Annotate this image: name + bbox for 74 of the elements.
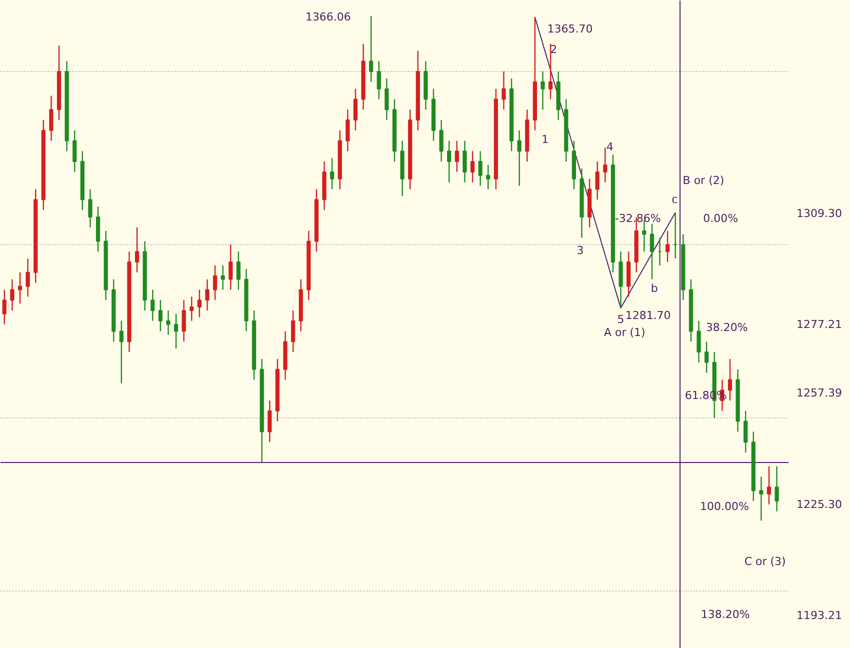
candlestick: [759, 476, 764, 522]
y-tick-label: 1277.21: [796, 318, 842, 332]
annotation: C or (3): [744, 555, 786, 568]
candlestick: [603, 147, 608, 183]
candlestick: [205, 278, 210, 312]
candlestick: [369, 15, 374, 82]
candlestick: [346, 108, 350, 152]
candlestick: [268, 400, 272, 443]
candlestick: [72, 130, 77, 173]
candlestick: [330, 157, 334, 190]
annotation: 138.20%: [700, 608, 750, 622]
candlestick: [10, 278, 14, 312]
annotation: 3: [576, 244, 584, 258]
annotation: 38.20%: [706, 320, 748, 334]
candlestick: [376, 60, 381, 100]
candlestick: [190, 296, 194, 322]
candlestick: [228, 244, 233, 290]
y-tick-label: 1257.39: [796, 386, 842, 400]
candlestick: [353, 88, 358, 131]
candlestick: [182, 299, 186, 342]
candlestick: [650, 223, 654, 280]
y-tick-label: 1309.30: [796, 206, 842, 220]
candlestick: [291, 310, 296, 353]
candlestick: [88, 188, 92, 228]
candlestick: [212, 264, 218, 301]
candlestick: [478, 150, 482, 186]
candlestick: [540, 70, 545, 110]
annotation: 0.00%: [703, 212, 738, 226]
candlestick: [462, 140, 467, 183]
annotation: 1366.06: [305, 10, 351, 24]
annotation: -32.86%: [614, 212, 661, 226]
candlestick: [49, 95, 54, 142]
candlestick: [150, 289, 155, 322]
candlestick: [704, 341, 709, 374]
candlestick: [696, 320, 701, 364]
annotation: 2: [550, 43, 558, 56]
annotation: 5: [617, 312, 624, 326]
candlestick: [174, 313, 178, 350]
candlestick: [439, 119, 444, 162]
candlestick: [470, 150, 475, 183]
candlestick: [119, 320, 124, 384]
candlestick: [595, 160, 600, 200]
candlestick: [134, 226, 140, 273]
candlestick: [774, 466, 779, 512]
y-tick-label: 1193.21: [796, 609, 842, 622]
candlestick: [447, 140, 452, 183]
candlestick: [744, 410, 748, 454]
candlestick: [158, 299, 162, 332]
y-tick-label: 1225.30: [796, 498, 842, 511]
annotation: b: [650, 282, 658, 296]
candlestick: [236, 250, 241, 290]
candlestick: [548, 43, 553, 100]
annotation: 4: [606, 140, 614, 154]
annotation: 1281.70: [625, 309, 671, 322]
candlestick: [766, 466, 772, 506]
candlestick: [486, 164, 490, 190]
candlestick: [666, 230, 670, 263]
annotation: 1: [542, 133, 549, 146]
candlestick: [502, 70, 506, 110]
candlestick: [728, 358, 732, 402]
candlestick: [220, 264, 225, 290]
candlestick: [18, 272, 22, 304]
candlestick: [197, 289, 202, 318]
candlestick: [454, 140, 459, 173]
annotation: A or (1): [604, 326, 646, 340]
annotation: B or (2): [682, 174, 724, 188]
candlestick: [384, 78, 389, 121]
candlestick: [2, 289, 6, 325]
annotation: c: [672, 193, 678, 206]
candlestick: [26, 258, 30, 298]
annotation: 1365.70: [547, 22, 593, 36]
candlestick: [166, 310, 170, 336]
annotation: 100.00%: [700, 500, 750, 513]
candlestick: [517, 130, 522, 186]
